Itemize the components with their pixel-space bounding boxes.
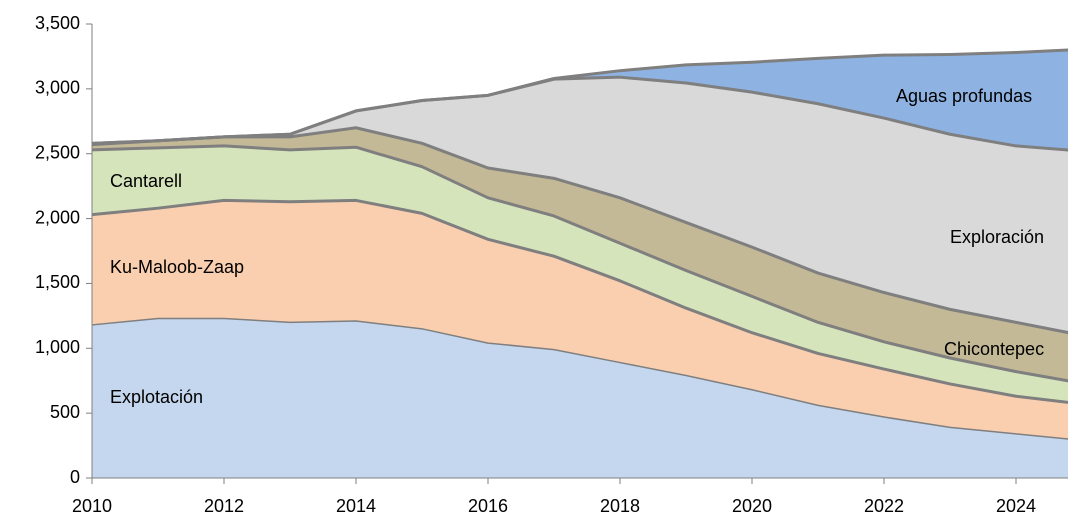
area	[92, 127, 1068, 381]
y-tick-label: 2,000	[35, 207, 80, 227]
area	[92, 200, 1068, 440]
x-tick-label: 2016	[468, 496, 508, 516]
series-label: Exploración	[950, 227, 1044, 247]
area	[92, 77, 1068, 333]
area-edge	[91, 48, 1068, 145]
x-tick-label: 2020	[732, 496, 772, 516]
area-edge	[91, 317, 1068, 440]
y-tick-label: 3,500	[35, 13, 80, 33]
area	[92, 49, 1068, 151]
x-tick-label: 2024	[996, 496, 1036, 516]
x-tick-label: 2012	[204, 496, 244, 516]
y-tick-label: 500	[50, 402, 80, 422]
x-tick-label: 2014	[336, 496, 376, 516]
x-tick-label: 2018	[600, 496, 640, 516]
x-tick-label: 2022	[864, 496, 904, 516]
series-label: Aguas profundas	[896, 86, 1032, 106]
series-label: Cantarell	[110, 171, 182, 191]
series-label: Chicontepec	[944, 339, 1044, 359]
y-tick-label: 2,500	[35, 142, 80, 162]
series-label: Explotación	[110, 387, 203, 407]
y-tick-label: 0	[70, 467, 80, 487]
area	[92, 145, 1068, 403]
area-edge	[91, 198, 1068, 404]
x-tick-label: 2010	[72, 496, 112, 516]
y-tick-label: 3,000	[35, 78, 80, 98]
y-tick-label: 1,000	[35, 337, 80, 357]
series-label: Ku-Maloob-Zaap	[110, 257, 244, 277]
y-tick-label: 1,500	[35, 272, 80, 292]
area	[92, 318, 1068, 478]
area-edge	[91, 144, 1068, 383]
